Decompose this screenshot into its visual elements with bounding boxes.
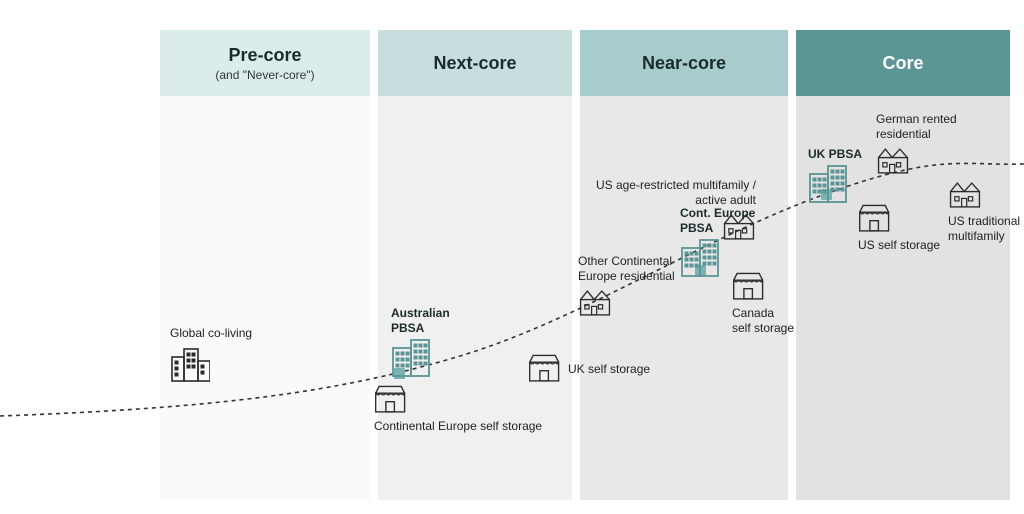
item-label: Global co-living bbox=[170, 326, 252, 341]
storefront-icon bbox=[374, 383, 408, 417]
item-label: US age-restricted multifamily / active a… bbox=[596, 178, 756, 208]
column-subtitle: (and "Never-core") bbox=[215, 68, 314, 82]
column-title: Pre-core bbox=[228, 45, 301, 66]
item-eu-self-storage: Continental Europe self storage bbox=[374, 381, 542, 434]
item-label: US self storage bbox=[858, 238, 940, 253]
item-other-eu-residential: Other Continental Europe residential bbox=[578, 254, 675, 322]
item-german-rented: German rented residential bbox=[876, 112, 957, 180]
item-label: UK self storage bbox=[568, 362, 650, 377]
column-header-near: Near-core bbox=[580, 30, 788, 96]
column-core: Core bbox=[796, 30, 1010, 500]
item-label: Australian PBSA bbox=[391, 306, 450, 336]
column-header-core: Core bbox=[796, 30, 1010, 96]
item-global-co-living: Global co-living bbox=[170, 326, 252, 385]
pbsa-icon bbox=[680, 238, 720, 278]
pbsa-icon bbox=[808, 164, 848, 204]
house-row-icon bbox=[578, 286, 612, 320]
item-us-traditional-multifamily: US traditional multifamily bbox=[948, 176, 1020, 244]
storefront-icon bbox=[528, 352, 562, 386]
house-row-icon bbox=[876, 144, 910, 178]
storefront-icon bbox=[732, 270, 766, 304]
item-us-self-storage: US self storage bbox=[858, 200, 940, 253]
item-australian-pbsa: Australian PBSA bbox=[391, 306, 450, 380]
house-row-icon bbox=[948, 178, 982, 212]
item-label: Cont. Europe PBSA bbox=[680, 206, 755, 236]
column-body-next bbox=[378, 96, 572, 500]
item-label: Canada self storage bbox=[732, 306, 794, 336]
item-label: US traditional multifamily bbox=[948, 214, 1020, 244]
column-header-pre: Pre-core (and "Never-core") bbox=[160, 30, 370, 96]
item-canada-self-storage: Canada self storage bbox=[732, 268, 794, 336]
column-body-pre bbox=[160, 96, 370, 500]
item-label: German rented residential bbox=[876, 112, 957, 142]
column-title: Next-core bbox=[433, 53, 516, 74]
item-label: Other Continental Europe residential bbox=[578, 254, 675, 284]
item-uk-pbsa: UK PBSA bbox=[808, 147, 862, 206]
column-pre: Pre-core (and "Never-core") bbox=[160, 30, 370, 500]
column-title: Core bbox=[882, 53, 923, 74]
storefront-icon bbox=[858, 202, 892, 236]
column-header-next: Next-core bbox=[378, 30, 572, 96]
diagram-stage: Pre-core (and "Never-core") Next-core Near-… bbox=[0, 0, 1024, 514]
item-label: UK PBSA bbox=[808, 147, 862, 162]
column-title: Near-core bbox=[642, 53, 726, 74]
item-uk-self-storage: UK self storage bbox=[528, 350, 650, 388]
skyline-icon bbox=[170, 343, 210, 383]
pbsa-icon bbox=[391, 338, 431, 378]
item-label: Continental Europe self storage bbox=[374, 419, 542, 434]
